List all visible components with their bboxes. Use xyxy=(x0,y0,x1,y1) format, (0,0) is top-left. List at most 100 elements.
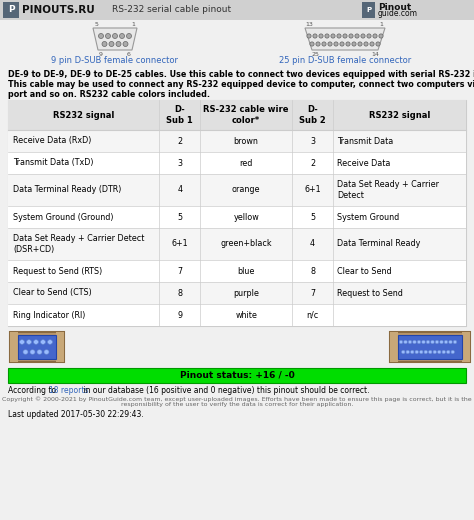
Text: 5: 5 xyxy=(310,213,315,222)
Text: RS-232 cable wire
color*: RS-232 cable wire color* xyxy=(203,105,289,125)
Polygon shape xyxy=(305,28,385,50)
Ellipse shape xyxy=(424,350,428,354)
Text: 9: 9 xyxy=(99,52,103,57)
Ellipse shape xyxy=(34,340,38,344)
Ellipse shape xyxy=(325,34,329,38)
Text: This cable may be used to connect any RS-232 equipped device to computer, connec: This cable may be used to connect any RS… xyxy=(8,80,474,89)
Text: 25: 25 xyxy=(311,52,319,57)
FancyBboxPatch shape xyxy=(10,332,64,362)
Ellipse shape xyxy=(112,33,118,38)
Ellipse shape xyxy=(109,42,114,46)
Ellipse shape xyxy=(37,350,42,354)
Ellipse shape xyxy=(123,42,128,46)
Ellipse shape xyxy=(340,42,344,46)
Ellipse shape xyxy=(419,350,423,354)
Ellipse shape xyxy=(431,340,434,344)
Ellipse shape xyxy=(442,350,446,354)
Text: 2: 2 xyxy=(310,159,315,167)
FancyBboxPatch shape xyxy=(8,174,466,206)
Text: Transmit Data (TxD): Transmit Data (TxD) xyxy=(13,159,93,167)
Text: 2: 2 xyxy=(177,136,182,146)
Ellipse shape xyxy=(401,350,405,354)
FancyBboxPatch shape xyxy=(0,0,474,20)
Text: purple: purple xyxy=(233,289,259,297)
Text: 5: 5 xyxy=(177,213,182,222)
Text: Receive Data: Receive Data xyxy=(337,159,391,167)
Text: 9 pin D-SUB female connector: 9 pin D-SUB female connector xyxy=(52,56,179,65)
Ellipse shape xyxy=(334,42,338,46)
Text: P: P xyxy=(8,6,14,15)
Text: 1: 1 xyxy=(131,22,135,27)
Text: Data Terminal Ready (DTR): Data Terminal Ready (DTR) xyxy=(13,186,121,194)
Text: D-
Sub 1: D- Sub 1 xyxy=(166,105,193,125)
Ellipse shape xyxy=(44,350,49,354)
Text: red: red xyxy=(239,159,253,167)
Text: brown: brown xyxy=(234,136,259,146)
Text: orange: orange xyxy=(232,186,260,194)
FancyBboxPatch shape xyxy=(362,2,375,18)
Ellipse shape xyxy=(435,340,439,344)
FancyBboxPatch shape xyxy=(18,335,56,359)
Ellipse shape xyxy=(428,350,432,354)
Ellipse shape xyxy=(364,42,368,46)
Text: Pinout status: +16 / -0: Pinout status: +16 / -0 xyxy=(180,371,294,380)
Ellipse shape xyxy=(106,33,110,38)
Ellipse shape xyxy=(415,350,419,354)
FancyBboxPatch shape xyxy=(56,332,64,362)
Ellipse shape xyxy=(349,34,353,38)
Text: 4: 4 xyxy=(177,186,182,194)
FancyBboxPatch shape xyxy=(3,2,19,18)
Ellipse shape xyxy=(23,350,28,354)
Ellipse shape xyxy=(447,350,450,354)
FancyBboxPatch shape xyxy=(8,206,466,228)
Ellipse shape xyxy=(116,42,121,46)
Text: 1: 1 xyxy=(379,22,383,27)
Text: 5: 5 xyxy=(95,22,99,27)
Text: Clear to Send (CTS): Clear to Send (CTS) xyxy=(13,289,92,297)
FancyBboxPatch shape xyxy=(8,304,466,326)
Text: 7: 7 xyxy=(177,266,182,276)
Text: 9: 9 xyxy=(177,310,182,319)
Text: 6+1: 6+1 xyxy=(172,240,188,249)
FancyBboxPatch shape xyxy=(10,332,18,362)
Text: port and so on. RS232 cable colors included.: port and so on. RS232 cable colors inclu… xyxy=(8,90,210,99)
Ellipse shape xyxy=(444,340,448,344)
FancyBboxPatch shape xyxy=(8,100,466,326)
Text: DE-9 to DE-9, DE-9 to DE-25 cables. Use this cable to connect two devices equipp: DE-9 to DE-9, DE-9 to DE-25 cables. Use … xyxy=(8,70,474,79)
Text: blue: blue xyxy=(237,266,255,276)
Ellipse shape xyxy=(355,34,359,38)
Text: guide.com: guide.com xyxy=(378,9,418,19)
FancyBboxPatch shape xyxy=(8,228,466,260)
Text: in our database (16 positive and 0 negative) this pinout should be correct.: in our database (16 positive and 0 negat… xyxy=(81,386,370,395)
Ellipse shape xyxy=(413,340,416,344)
Ellipse shape xyxy=(307,34,311,38)
Text: P: P xyxy=(366,7,371,13)
Ellipse shape xyxy=(310,42,314,46)
Text: 6: 6 xyxy=(127,52,131,57)
Text: Last updated 2017-05-30 22:29:43.: Last updated 2017-05-30 22:29:43. xyxy=(8,410,144,419)
Ellipse shape xyxy=(119,33,125,38)
FancyBboxPatch shape xyxy=(8,152,466,174)
FancyBboxPatch shape xyxy=(8,282,466,304)
Ellipse shape xyxy=(367,34,371,38)
Text: green+black: green+black xyxy=(220,240,272,249)
Text: System Ground: System Ground xyxy=(337,213,400,222)
Ellipse shape xyxy=(343,34,347,38)
Ellipse shape xyxy=(352,42,356,46)
Ellipse shape xyxy=(449,340,452,344)
Ellipse shape xyxy=(127,33,131,38)
Ellipse shape xyxy=(422,340,425,344)
FancyBboxPatch shape xyxy=(8,100,466,130)
Text: 4: 4 xyxy=(310,240,315,249)
Ellipse shape xyxy=(376,42,380,46)
Ellipse shape xyxy=(331,34,335,38)
Ellipse shape xyxy=(313,34,317,38)
FancyBboxPatch shape xyxy=(8,368,466,383)
Ellipse shape xyxy=(346,42,350,46)
Text: 7: 7 xyxy=(310,289,315,297)
Ellipse shape xyxy=(453,340,457,344)
Text: Data Set Ready + Carrier
Detect: Data Set Ready + Carrier Detect xyxy=(337,180,439,200)
Ellipse shape xyxy=(399,340,403,344)
Ellipse shape xyxy=(27,340,31,344)
Text: white: white xyxy=(235,310,257,319)
